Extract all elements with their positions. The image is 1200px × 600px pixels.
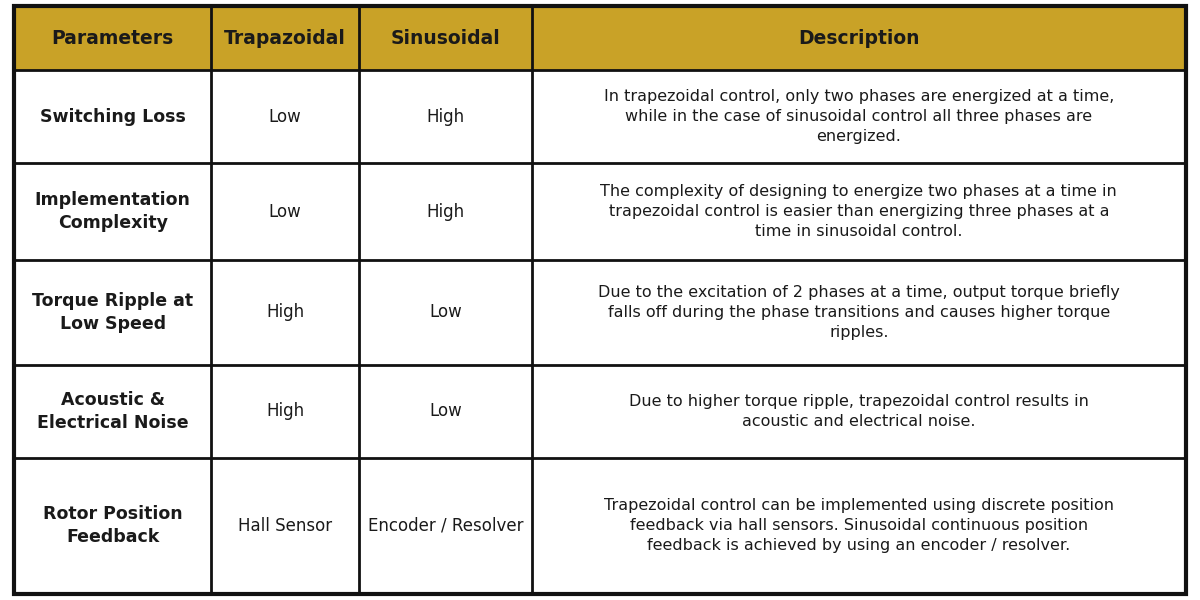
Bar bbox=[211, 6, 359, 70]
Bar bbox=[211, 163, 359, 260]
Bar bbox=[14, 163, 211, 260]
Text: The complexity of designing to energize two phases at a time in
trapezoidal cont: The complexity of designing to energize … bbox=[600, 184, 1117, 239]
Bar bbox=[14, 70, 211, 163]
Bar bbox=[359, 163, 532, 260]
Text: High: High bbox=[266, 304, 304, 322]
Bar bbox=[532, 6, 1186, 70]
Bar bbox=[211, 458, 359, 594]
Bar bbox=[532, 260, 1186, 365]
Text: Description: Description bbox=[798, 29, 919, 47]
Text: Switching Loss: Switching Loss bbox=[40, 107, 186, 125]
Bar bbox=[359, 70, 532, 163]
Bar bbox=[14, 6, 211, 70]
Text: Low: Low bbox=[430, 402, 462, 420]
Bar bbox=[211, 260, 359, 365]
Text: Sinusoidal: Sinusoidal bbox=[390, 29, 500, 47]
Bar bbox=[359, 260, 532, 365]
Text: Parameters: Parameters bbox=[52, 29, 174, 47]
Bar bbox=[211, 70, 359, 163]
Bar bbox=[532, 70, 1186, 163]
Text: Encoder / Resolver: Encoder / Resolver bbox=[367, 517, 523, 535]
Bar bbox=[14, 365, 211, 458]
Bar bbox=[211, 365, 359, 458]
Text: Low: Low bbox=[269, 203, 301, 221]
Bar bbox=[14, 458, 211, 594]
Text: Trapazoidal: Trapazoidal bbox=[224, 29, 346, 47]
Bar bbox=[532, 163, 1186, 260]
Text: Due to higher torque ripple, trapezoidal control results in
acoustic and electri: Due to higher torque ripple, trapezoidal… bbox=[629, 394, 1088, 428]
Bar bbox=[532, 365, 1186, 458]
Text: Torque Ripple at
Low Speed: Torque Ripple at Low Speed bbox=[32, 292, 193, 333]
Text: High: High bbox=[426, 107, 464, 125]
Bar bbox=[14, 260, 211, 365]
Text: Hall Sensor: Hall Sensor bbox=[238, 517, 332, 535]
Text: Implementation
Complexity: Implementation Complexity bbox=[35, 191, 191, 232]
Bar bbox=[359, 6, 532, 70]
Text: Low: Low bbox=[269, 107, 301, 125]
Text: In trapezoidal control, only two phases are energized at a time,
while in the ca: In trapezoidal control, only two phases … bbox=[604, 89, 1114, 144]
Text: Rotor Position
Feedback: Rotor Position Feedback bbox=[43, 505, 182, 546]
Text: Trapezoidal control can be implemented using discrete position
feedback via hall: Trapezoidal control can be implemented u… bbox=[604, 499, 1114, 553]
Bar bbox=[359, 458, 532, 594]
Bar bbox=[532, 458, 1186, 594]
Bar bbox=[359, 365, 532, 458]
Text: Low: Low bbox=[430, 304, 462, 322]
Text: High: High bbox=[426, 203, 464, 221]
Text: Due to the excitation of 2 phases at a time, output torque briefly
falls off dur: Due to the excitation of 2 phases at a t… bbox=[598, 285, 1120, 340]
Text: High: High bbox=[266, 402, 304, 420]
Text: Acoustic &
Electrical Noise: Acoustic & Electrical Noise bbox=[37, 391, 188, 431]
